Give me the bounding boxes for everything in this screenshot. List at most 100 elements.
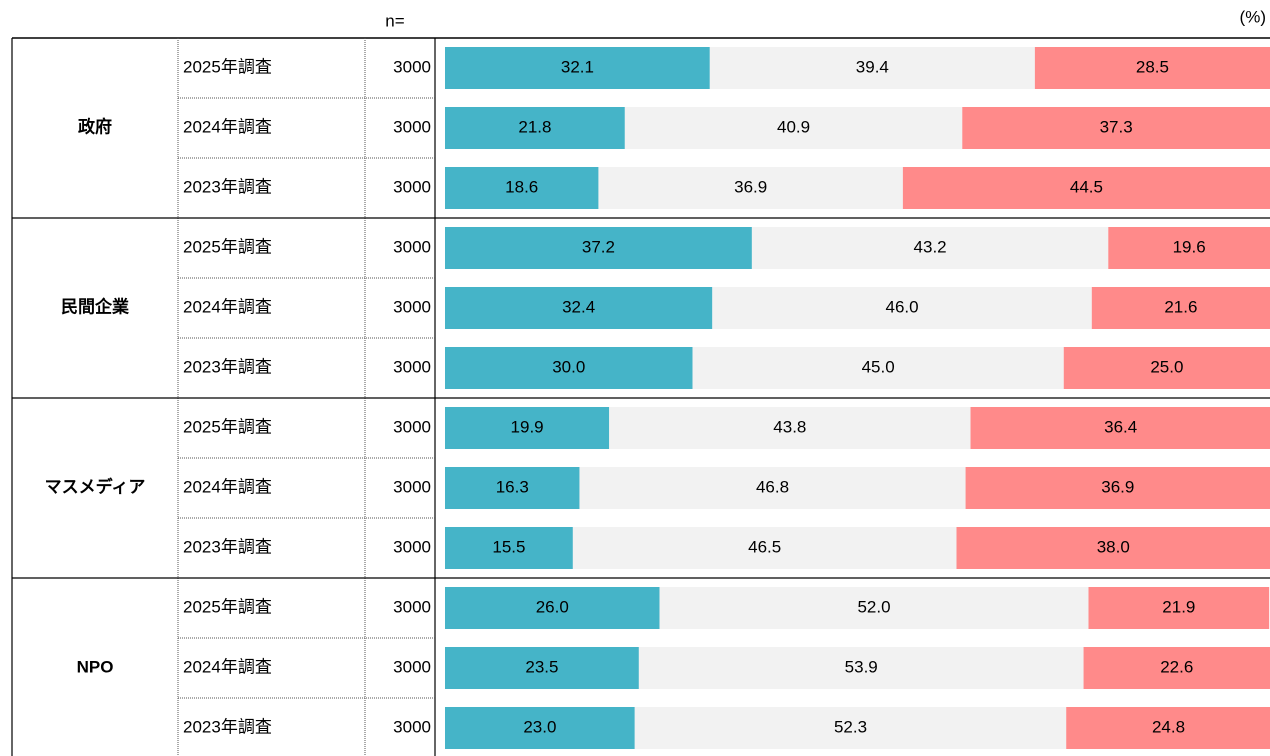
value-label: 43.8: [773, 417, 806, 436]
bar-segment: [1088, 587, 1270, 629]
group-label: 政府: [78, 116, 112, 136]
value-label: 37.2: [582, 237, 615, 256]
row-label: 2025年調査: [183, 237, 272, 256]
value-label: 32.1: [561, 57, 594, 76]
n-value: 3000: [393, 177, 431, 196]
row-label: 2024年調査: [183, 117, 272, 136]
value-label: 52.0: [857, 597, 890, 616]
value-label: 23.5: [525, 657, 558, 676]
value-label: 45.0: [862, 357, 895, 376]
value-label: 21.6: [1164, 297, 1197, 316]
bar-segment: [445, 647, 639, 689]
value-label: 26.0: [536, 597, 569, 616]
row-label: 2024年調査: [183, 477, 272, 496]
value-label: 15.5: [492, 537, 525, 556]
value-label: 40.9: [777, 117, 810, 136]
value-label: 44.5: [1070, 177, 1103, 196]
bar-segment: [445, 347, 693, 389]
bar-segment: [445, 227, 752, 269]
bar-segment: [445, 167, 599, 209]
group-label: マスメディア: [45, 476, 146, 496]
bar-segment: [1034, 47, 1270, 89]
n-value: 3000: [393, 57, 431, 76]
bar-segment: [659, 587, 1089, 629]
n-value: 3000: [393, 417, 431, 436]
value-label: 53.9: [845, 657, 878, 676]
bar-segment: [956, 527, 1270, 569]
n-value: 3000: [393, 657, 431, 676]
n-value: 3000: [393, 537, 431, 556]
bar-segment: [609, 407, 971, 449]
bar-segment: [1083, 647, 1270, 689]
value-label: 18.6: [505, 177, 538, 196]
bar-segment: [624, 107, 963, 149]
bar-segment: [1108, 227, 1270, 269]
bar-segment: [445, 707, 635, 749]
value-label: 28.5: [1136, 57, 1169, 76]
bar-segment: [709, 47, 1035, 89]
group-label: NPO: [77, 657, 114, 676]
value-label: 21.8: [518, 117, 551, 136]
bar-segment: [902, 167, 1270, 209]
bar-segment: [598, 167, 903, 209]
n-value: 3000: [393, 297, 431, 316]
value-label: 46.8: [756, 477, 789, 496]
bar-segment: [445, 467, 580, 509]
group-label: 民間企業: [61, 296, 129, 316]
bar-segment: [445, 527, 573, 569]
value-label: 32.4: [562, 297, 595, 316]
value-label: 36.9: [734, 177, 767, 196]
n-value: 3000: [393, 477, 431, 496]
bar-segment: [970, 407, 1270, 449]
n-header: n=: [385, 11, 404, 30]
row-label: 2023年調査: [183, 717, 272, 736]
row-label: 2023年調査: [183, 537, 272, 556]
value-label: 46.5: [748, 537, 781, 556]
bar-segment: [445, 47, 710, 89]
value-label: 39.4: [856, 57, 889, 76]
bar-segment: [445, 287, 713, 329]
row-label: 2025年調査: [183, 57, 272, 76]
row-label: 2025年調査: [183, 597, 272, 616]
n-value: 3000: [393, 597, 431, 616]
bar-segment: [712, 287, 1092, 329]
row-label: 2024年調査: [183, 657, 272, 676]
bar-segment: [692, 347, 1064, 389]
value-label: 24.8: [1152, 717, 1185, 736]
bar-segment: [1066, 707, 1270, 749]
value-label: 38.0: [1097, 537, 1130, 556]
n-value: 3000: [393, 717, 431, 736]
value-label: 23.0: [523, 717, 556, 736]
bar-segment: [445, 587, 660, 629]
bar-segment: [445, 107, 625, 149]
value-label: 25.0: [1150, 357, 1183, 376]
row-label: 2023年調査: [183, 177, 272, 196]
value-label: 43.2: [914, 237, 947, 256]
row-label: 2024年調査: [183, 297, 272, 316]
value-label: 52.3: [834, 717, 867, 736]
value-label: 16.3: [496, 477, 529, 496]
value-label: 19.9: [511, 417, 544, 436]
value-label: 36.4: [1104, 417, 1137, 436]
n-value: 3000: [393, 237, 431, 256]
value-label: 37.3: [1100, 117, 1133, 136]
unit-label: (%): [1240, 7, 1266, 26]
n-value: 3000: [393, 117, 431, 136]
bar-segment: [1091, 287, 1270, 329]
bar-segment: [962, 107, 1270, 149]
bar-segment: [445, 407, 610, 449]
bar-segment: [579, 467, 966, 509]
bar-segment: [572, 527, 957, 569]
value-label: 46.0: [886, 297, 919, 316]
bar-segment: [965, 467, 1270, 509]
bar-segment: [751, 227, 1109, 269]
value-label: 19.6: [1173, 237, 1206, 256]
bar-segment: [1063, 347, 1270, 389]
value-label: 21.9: [1162, 597, 1195, 616]
row-label: 2023年調査: [183, 357, 272, 376]
bar-segment: [634, 707, 1067, 749]
row-label: 2025年調査: [183, 417, 272, 436]
value-label: 36.9: [1101, 477, 1134, 496]
